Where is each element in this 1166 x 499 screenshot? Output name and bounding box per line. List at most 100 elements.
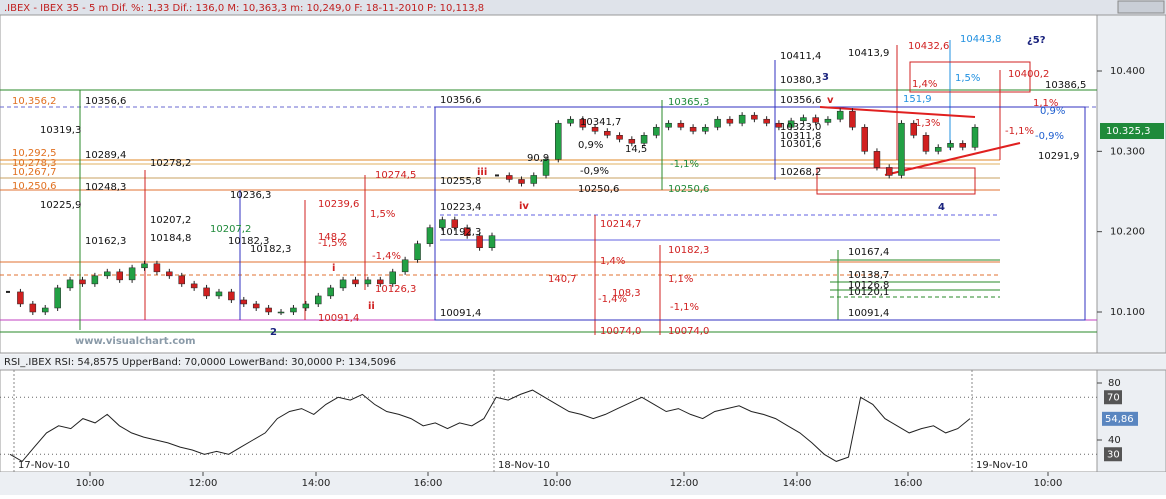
candle [800,117,807,122]
annotation: 10182,3 [250,244,291,255]
time-label: 10:00 [76,478,105,489]
band-box [1104,447,1122,462]
annotation: 10162,3 [85,236,126,247]
annotation: 10341,7 [580,117,621,128]
candle [873,151,881,168]
candle [542,159,550,176]
time-label: 10:00 [543,478,572,489]
annotation: ii [368,301,375,312]
annotation: iv [519,201,529,212]
annotation: 10386,5 [1045,80,1086,91]
candle [178,275,185,285]
window-buttons[interactable] [1117,0,1165,14]
annotation: 10291,9 [1038,151,1079,162]
candle [530,175,538,184]
time-label: 12:00 [189,478,218,489]
candle [812,117,819,123]
annotation: 10074,0 [668,326,709,337]
candle [849,110,856,128]
annotation: 10184,8 [150,233,191,244]
annotation: 10138,7 [848,270,889,281]
annotation: 10,278,3 [12,158,57,169]
annotation: 10268,2 [780,167,821,178]
annotation: 10255,8 [440,176,481,187]
trend-line [884,142,1021,176]
candle [265,307,272,313]
current-price-label: 10.325,3 [1106,126,1151,137]
candle [327,287,334,297]
time-label: 14:00 [783,478,812,489]
annotation: v [827,95,834,106]
rsi-current-box [1102,411,1138,426]
annotation: 10126,8 [848,280,889,291]
candle [116,271,123,281]
rsi-tick-label: 40 [1108,435,1121,446]
candle [555,122,562,160]
candle [836,110,844,120]
candle [763,118,770,124]
candle [401,259,409,273]
candle [947,143,954,148]
candle [228,291,235,301]
candle [66,279,74,289]
current-price-box [1100,123,1164,140]
box [909,61,1031,93]
annotation: 1,4% [912,79,937,90]
annotation: -1,1% [1005,126,1034,137]
annotation: 10278,2 [150,158,191,169]
rsi-current-label: 54,86 [1105,414,1134,425]
annotation: 10311,8 [780,131,821,142]
candle [677,122,685,128]
time-label: 10:00 [1034,478,1063,489]
rsi-band-label: 30 [1107,449,1120,460]
annotation: 140,7 [548,274,577,285]
time-label: 14:00 [302,478,331,489]
candle [141,263,148,269]
annotation: 10319,3 [40,125,81,136]
annotation: 14,5 [625,144,647,155]
annotation: 10,292,5 [12,148,57,159]
annotation: 10323,0 [780,122,821,133]
candle [79,279,86,285]
candle [290,307,297,313]
candle [488,235,496,248]
time-label: 16:00 [894,478,923,489]
candle [591,126,599,132]
annotation: 10207,2 [150,215,191,226]
candle [787,120,795,128]
candle [215,291,223,297]
annotation: -1,5% [318,238,347,249]
candle [153,263,161,273]
annotation: 10432,6 [908,41,949,52]
candle [29,303,37,313]
candle [463,227,471,236]
candle [476,235,483,248]
annotation: 10214,7 [600,219,641,230]
annotation: 4 [938,202,945,213]
annotation: 10223,4 [440,202,481,213]
annotation: 3 [822,72,829,83]
price-tick-label: 10.300 [1110,146,1145,157]
annotation: 10225,9 [40,200,81,211]
annotation: 2 [270,327,277,338]
annotation: 1,3% [915,118,940,129]
candle [665,122,672,128]
candle [277,311,285,314]
date-label: 18-Nov-10 [498,460,550,471]
candle [910,122,917,136]
candle [377,279,384,285]
date-label: 19-Nov-10 [976,460,1028,471]
annotation: 10356,6 [780,95,821,106]
trend-line [819,106,976,118]
candle [885,167,893,176]
candle [959,143,966,148]
annotation: 10301,6 [780,139,821,150]
rsi-header-bar [0,355,1166,369]
candle [861,126,868,152]
header-text: .IBEX - IBEX 35 - 5 m Dif. %: 1,33 Dif.:… [4,3,484,14]
annotation: 10192,3 [440,227,481,238]
candle [426,227,434,244]
annotation: 10413,9 [848,48,889,59]
box [434,106,1086,321]
